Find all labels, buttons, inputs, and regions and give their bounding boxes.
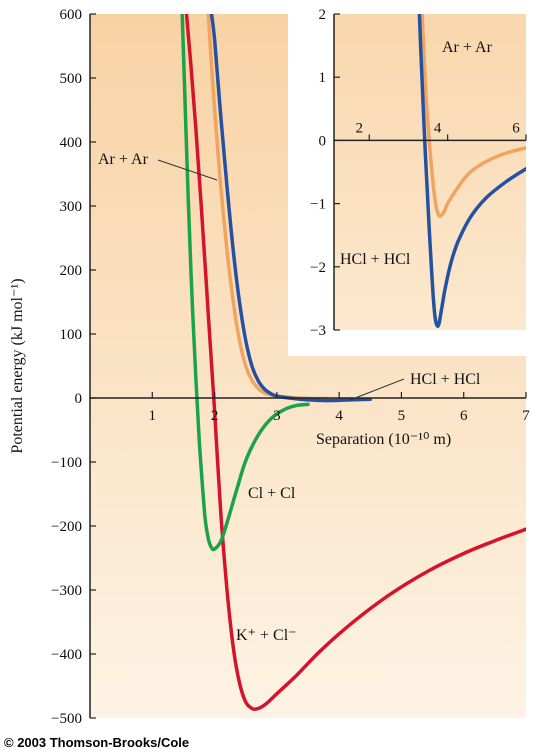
inset-y-tick-label: −3	[310, 323, 326, 339]
main-x-tick-label: 7	[522, 408, 530, 424]
inset-axes: 2 1 0 −1 −2 −3 2 4 6	[310, 7, 527, 339]
inset-series-ar-ar	[420, 14, 526, 218]
main-x-tick-label: 1	[149, 408, 157, 424]
inset-y-tick-label: 0	[319, 133, 327, 149]
inset-series-hcl-hcl	[417, 14, 526, 328]
inset-y-tick-label: 1	[319, 70, 327, 86]
main-y-tick-label: −300	[51, 583, 82, 599]
inset-ar-ar-label: Ar + Ar	[442, 39, 493, 56]
copyright-text: © 2003 Thomson-Brooks/Cole	[4, 735, 190, 750]
inset-hcl-hcl-label: HCl + HCl	[340, 251, 411, 268]
ar-ar-pointer	[157, 159, 218, 181]
main-y-tick-label: −100	[51, 455, 82, 471]
hcl-hcl-label: HCl + HCl	[410, 371, 481, 388]
main-y-tick-label: 100	[60, 327, 83, 343]
inset-y-tick-label: −1	[310, 197, 326, 213]
main-series-hcl-hcl	[209, 14, 373, 403]
main-y-tick-label: −400	[51, 647, 82, 663]
cl-cl-label: Cl + Cl	[248, 485, 296, 502]
annotations: Ar + Ar HCl + HCl Cl + Cl K⁺ + Cl⁻ Poten…	[9, 39, 493, 644]
main-x-tick-label: 2	[211, 408, 219, 424]
main-series-cl-cl	[180, 14, 310, 552]
main-axes: 600 500 400 300 200 100 0 −100 −200 −300 −400 −500 1…	[51, 7, 530, 727]
main-x-tick-label: 6	[460, 408, 468, 424]
inset-x-tick-label: 4	[434, 120, 442, 136]
main-x-tick-label: 5	[398, 408, 406, 424]
main-y-tick-label: 600	[60, 7, 83, 23]
inset-plot-background	[334, 14, 526, 330]
main-y-tick-label: 400	[60, 135, 83, 151]
main-y-tick-label: −200	[51, 519, 82, 535]
main-y-tick-label: 500	[60, 71, 83, 87]
inset-y-tick-label: 2	[319, 7, 327, 23]
xlabel: Separation (10⁻¹⁰ m)	[316, 431, 451, 448]
ylabel: Potential energy (kJ mol⁻¹)	[9, 278, 26, 453]
main-series-kplus-clminus	[184, 14, 526, 712]
inset-x-tick-label: 6	[512, 120, 520, 136]
main-y-tick-label: −500	[51, 711, 82, 727]
main-x-tick-label: 3	[273, 408, 281, 424]
main-y-tick-label: 300	[60, 199, 83, 215]
main-y-tick-label: 0	[75, 391, 83, 407]
main-y-tick-label: 200	[60, 263, 83, 279]
inset-y-tick-label: −2	[310, 260, 326, 276]
inset-x-tick-label: 2	[356, 120, 364, 136]
hcl-hcl-pointer	[349, 378, 405, 401]
main-x-tick-label: 4	[335, 408, 343, 424]
inset-frame	[288, 0, 540, 356]
ar-ar-label: Ar + Ar	[98, 151, 149, 168]
k-cl-label: K⁺ + Cl⁻	[236, 627, 297, 644]
